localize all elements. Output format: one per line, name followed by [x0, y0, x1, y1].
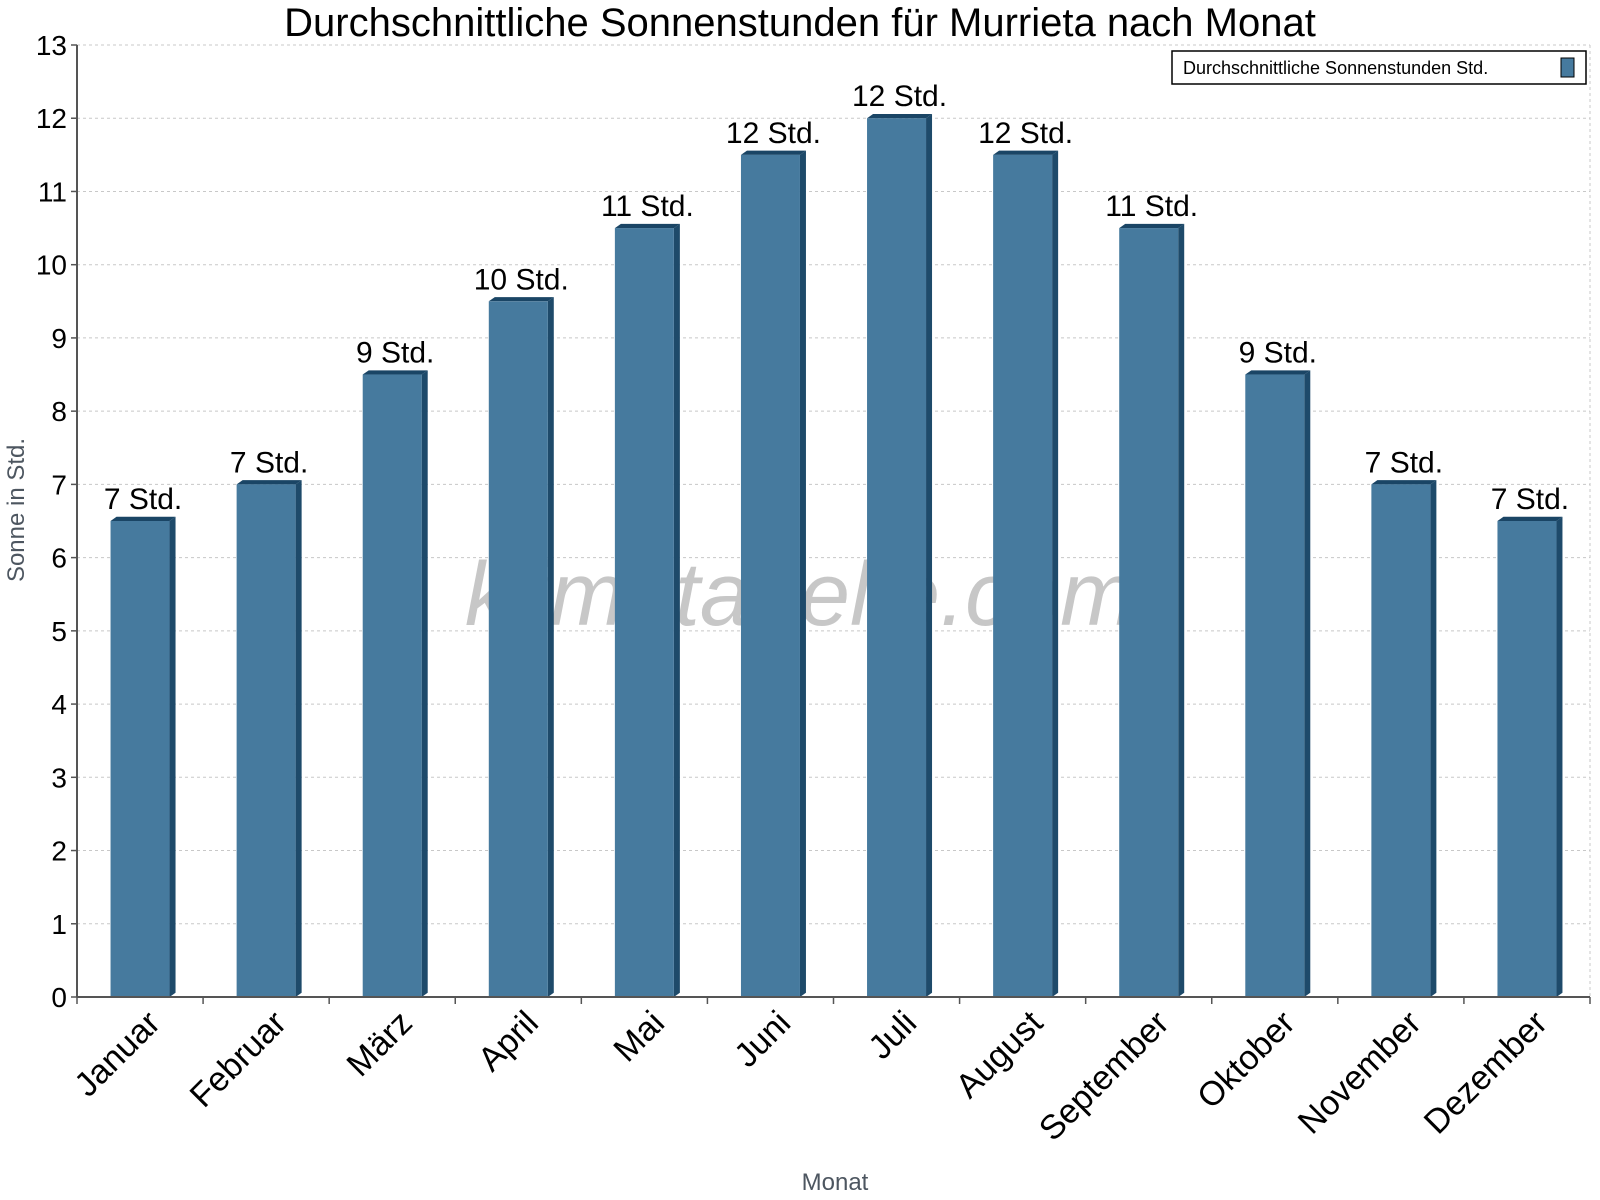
data-label: 7 Std.	[104, 483, 182, 516]
bar-side	[295, 480, 302, 998]
data-label: 11 Std.	[1105, 190, 1198, 223]
bar-top	[867, 114, 933, 119]
x-tick-label: Mai	[606, 1004, 672, 1070]
legend: Durchschnittliche Sonnenstunden Std.	[1171, 50, 1587, 85]
grid-lines	[77, 44, 1591, 997]
bar-side	[547, 297, 554, 998]
x-tick-label: November	[1291, 1004, 1429, 1142]
y-tick-label: 13	[36, 30, 67, 61]
bar	[1119, 228, 1179, 998]
y-tick-label: 2	[51, 836, 67, 867]
bar	[867, 118, 927, 997]
x-tick-label: September	[1032, 1004, 1176, 1148]
x-tick-label: März	[340, 1004, 420, 1084]
bar-top	[1371, 480, 1437, 485]
data-label: 7 Std.	[1365, 446, 1443, 479]
bar	[1371, 484, 1431, 997]
bar-top	[1497, 516, 1563, 521]
bar-side	[169, 516, 176, 997]
bar-side	[799, 150, 806, 998]
y-tick-label: 11	[38, 176, 67, 207]
data-label: 9 Std.	[1239, 337, 1317, 370]
bar-side	[1430, 480, 1437, 998]
y-tick-label: 3	[51, 762, 67, 793]
bar-top	[110, 516, 176, 521]
x-tick-labels: Januar Februar März April Mai Juni Juli AugustS…	[67, 997, 1591, 1148]
y-tick-label: 6	[51, 543, 67, 574]
bar-side	[1556, 516, 1563, 997]
data-label: 12 Std.	[852, 80, 947, 113]
x-tick-label: August	[949, 1003, 1051, 1105]
chart-title: Durchschnittliche Sonnenstunden für Murr…	[284, 1, 1316, 45]
data-label: 7 Std.	[230, 446, 308, 479]
bar-side	[673, 223, 680, 997]
x-tick-label: Januar	[67, 1004, 167, 1104]
data-label: 7 Std.	[1491, 483, 1569, 516]
legend-box	[1171, 50, 1587, 85]
y-tick-label: 8	[51, 396, 67, 427]
x-axis-title: Monat	[802, 1169, 869, 1196]
y-tick-label: 5	[51, 616, 67, 647]
bar	[488, 301, 548, 997]
bars	[110, 114, 1563, 998]
x-tick-label: Dezember	[1417, 1004, 1555, 1142]
y-tick-label: 1	[51, 909, 67, 940]
bar-top	[993, 150, 1059, 155]
bar	[993, 154, 1053, 997]
x-tick-label: April	[471, 1004, 546, 1079]
bar	[1497, 521, 1557, 997]
data-label: 12 Std.	[978, 117, 1073, 150]
legend-label: Durchschnittliche Sonnenstunden Std.	[1183, 58, 1488, 78]
data-label: 10 Std.	[474, 263, 569, 296]
y-axis-title: Sonne in Std.	[3, 438, 30, 582]
axes	[76, 45, 1590, 998]
y-tick-label: 12	[36, 103, 67, 134]
bar-side	[926, 114, 933, 998]
bar-side	[1304, 370, 1311, 997]
legend-swatch	[1560, 57, 1575, 78]
bar	[614, 228, 674, 998]
bar	[236, 484, 296, 997]
bar-side	[1052, 150, 1059, 998]
bar-side	[421, 370, 428, 997]
data-label: 11 Std.	[601, 190, 694, 223]
bar-top	[740, 150, 806, 155]
y-tick-label: 9	[51, 323, 67, 354]
bar	[362, 374, 422, 997]
y-tick-label: 10	[36, 250, 67, 281]
y-tick-label: 7	[51, 469, 67, 500]
bar-top	[488, 297, 554, 302]
bar-top	[362, 370, 428, 375]
y-tick-label: 0	[51, 982, 67, 1013]
data-label: 9 Std.	[356, 337, 434, 370]
bar-top	[236, 480, 302, 485]
x-tick-label: Oktober	[1190, 1004, 1302, 1116]
x-tick-label: Februar	[183, 1004, 294, 1115]
bar	[1245, 374, 1305, 997]
data-labels: 7 Std. 7 Std. 9 Std. 10 Std. 11 Std. 12 Std. 1…	[104, 80, 1569, 516]
bar	[110, 521, 170, 997]
x-tick-label: Juli	[861, 1004, 924, 1067]
bar-top	[614, 223, 680, 229]
y-tick-label: 4	[51, 689, 67, 720]
bar-top	[1245, 370, 1311, 375]
bar-side	[1178, 223, 1185, 997]
bar-top	[1119, 223, 1185, 229]
data-label: 12 Std.	[726, 117, 821, 150]
bar	[740, 154, 800, 997]
x-tick-label: Juni	[727, 1004, 798, 1075]
